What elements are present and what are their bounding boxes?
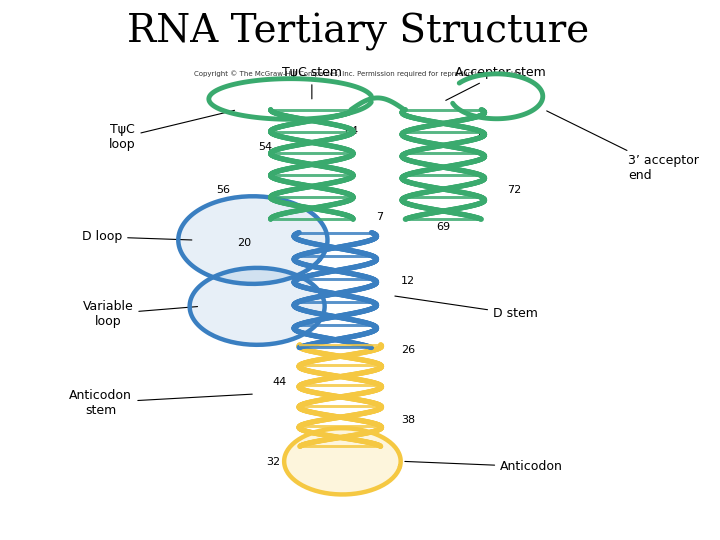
Text: 72: 72 — [507, 185, 521, 195]
Text: 12: 12 — [401, 276, 415, 286]
Text: Anticodon
stem: Anticodon stem — [69, 389, 252, 416]
Text: 26: 26 — [401, 345, 415, 355]
Text: D stem: D stem — [395, 296, 538, 320]
Text: D loop: D loop — [82, 231, 192, 244]
Polygon shape — [189, 268, 325, 345]
Text: 32: 32 — [266, 457, 280, 468]
Text: 3’ acceptor
end: 3’ acceptor end — [546, 111, 699, 183]
Text: 69: 69 — [436, 222, 451, 232]
Text: TψC stem: TψC stem — [282, 66, 342, 99]
Text: Variable
loop: Variable loop — [83, 300, 197, 328]
Text: 54: 54 — [258, 142, 273, 152]
Text: 7: 7 — [376, 212, 383, 221]
Text: TψC
loop: TψC loop — [109, 110, 235, 151]
Text: 38: 38 — [401, 415, 415, 424]
Text: 20: 20 — [238, 238, 251, 248]
Text: Anticodon: Anticodon — [405, 460, 563, 473]
Text: 64: 64 — [344, 126, 358, 136]
Polygon shape — [179, 196, 328, 284]
Text: 56: 56 — [216, 185, 230, 195]
Text: RNA Tertiary Structure: RNA Tertiary Structure — [127, 13, 589, 51]
Text: Acceptor stem: Acceptor stem — [446, 66, 546, 100]
Text: 44: 44 — [273, 377, 287, 387]
Polygon shape — [284, 428, 400, 495]
Text: 1: 1 — [475, 131, 482, 141]
Text: Copyright © The McGraw-Hill Companies, Inc. Permission required for reproduction: Copyright © The McGraw-Hill Companies, I… — [194, 70, 522, 77]
